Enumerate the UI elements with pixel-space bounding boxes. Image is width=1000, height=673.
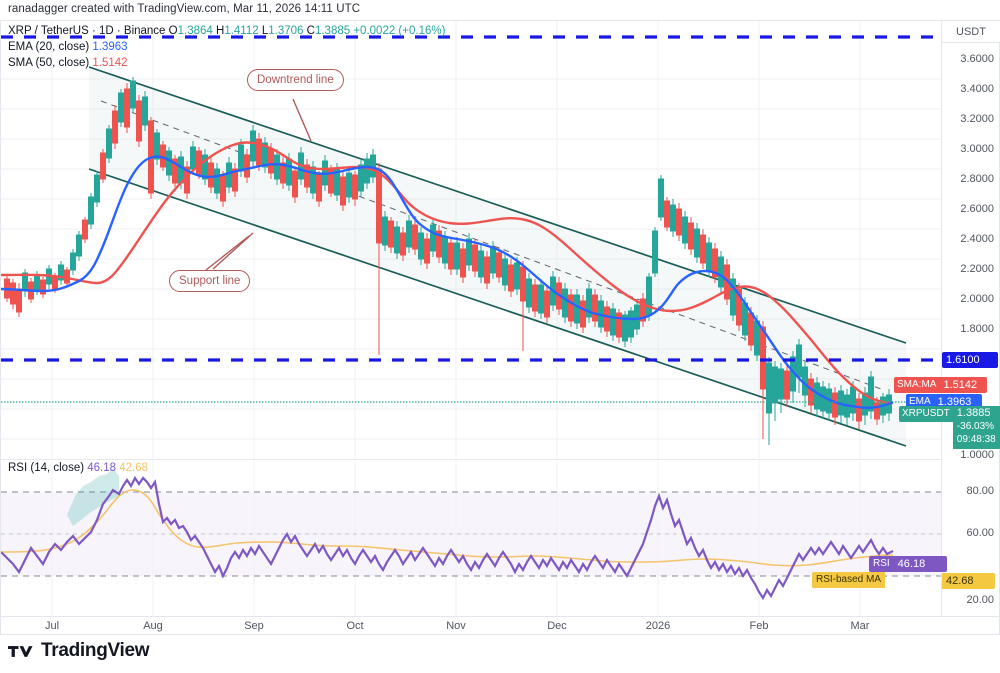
credit-text: ranadagger created with TradingView.com,…	[8, 3, 361, 15]
legend-change: +0.0022 (+0.16%)	[353, 25, 446, 37]
legend-ema-value: 1.3963	[92, 41, 128, 53]
tradingview-logo[interactable]: TradingView	[8, 640, 150, 662]
price-tick-1-8000: 1.8000	[960, 323, 994, 335]
time-label-oct: Oct	[346, 620, 364, 632]
price-axis-unit: USDT	[942, 21, 1000, 43]
chart-container: XRP / TetherUS · 1D · Binance O1.3864 H1…	[0, 20, 1000, 635]
legend-ema-name[interactable]: EMA (20, close)	[8, 41, 90, 53]
legend-sma-row: SMA (50, close) 1.5142	[8, 56, 445, 71]
price-tick-1-0000: 1.0000	[960, 449, 994, 461]
time-label-dec: Dec	[547, 620, 567, 632]
price-tick-1-2000: 1.2000	[960, 419, 994, 431]
rsi-legend-name[interactable]: RSI (14, close)	[8, 462, 85, 474]
ema-20-line	[1, 155, 894, 410]
time-axis[interactable]: Jul Aug Sep Oct Nov Dec 2026 Feb Mar	[1, 616, 999, 635]
price-axis[interactable]: USDT 3.6000 3.4000 3.2000 3.0000 2.8000 …	[941, 21, 1000, 461]
legend-open-label: O	[168, 25, 178, 37]
time-label-feb: Feb	[749, 620, 769, 632]
price-tick-3-6000: 3.6000	[960, 53, 994, 65]
rsi-divergence-fill	[67, 468, 119, 526]
rsi-legend: RSI (14, close) 46.18 42.68	[8, 462, 148, 474]
legend-open-value: 1.3864	[177, 25, 213, 37]
rsi-axis[interactable]: 80.00 60.00 20.00	[941, 459, 1000, 616]
sma-50-line	[1, 141, 894, 405]
rsi-chart-svg	[1, 460, 941, 617]
rsi-tick-80: 80.00	[966, 485, 994, 497]
price-chart-svg	[1, 21, 941, 458]
price-tick-3-0000: 3.0000	[960, 143, 994, 155]
price-tick-3-4000: 3.4000	[960, 83, 994, 95]
price-tick-2-6000: 2.6000	[960, 203, 994, 215]
downtrend-line-callout-text: Downtrend line	[257, 74, 334, 86]
rsi-line	[1, 475, 894, 601]
legend-high-label: H	[216, 25, 225, 37]
time-label-jul: Jul	[44, 620, 60, 632]
support-line-callout-text: Support line	[179, 275, 241, 287]
tradingview-logo-icon	[8, 645, 33, 657]
legend-sma-value: 1.5142	[92, 57, 128, 69]
time-label-aug: Aug	[143, 620, 163, 632]
price-pane[interactable]: XRP / TetherUS · 1D · Binance O1.3864 H1…	[1, 21, 941, 458]
price-tick-2-8000: 2.8000	[960, 173, 994, 185]
price-tick-2-0000: 2.0000	[960, 293, 994, 305]
legend-low-label: L	[261, 25, 269, 37]
time-label-nov: Nov	[446, 620, 466, 632]
legend-high-value: 1.4112	[224, 25, 259, 37]
downtrend-callout-leader	[292, 98, 312, 142]
rsi-pane[interactable]: RSI (14, close) 46.18 42.68	[1, 459, 941, 617]
price-tick-2-4000: 2.4000	[960, 233, 994, 245]
legend-sma-name[interactable]: SMA (50, close)	[8, 57, 90, 69]
legend-low-value: 1.3706	[268, 25, 304, 37]
rsi-vertical-gridlines	[51, 460, 861, 617]
support-line-callout[interactable]: Support line	[169, 270, 251, 292]
price-tick-2-2000: 2.2000	[960, 263, 994, 275]
rsi-legend-value: 46.18	[87, 462, 117, 474]
rsi-ma-line	[1, 489, 894, 567]
legend-close-value: 1.3885	[314, 25, 351, 37]
time-label-mar: Mar	[850, 620, 870, 632]
rsi-tick-60: 60.00	[966, 527, 994, 539]
time-label-2026: 2026	[645, 620, 671, 632]
downtrend-line-callout[interactable]: Downtrend line	[247, 69, 344, 91]
tradingview-logo-text: TradingView	[41, 640, 150, 661]
time-label-sep: Sep	[244, 620, 264, 632]
legend-symbol-row: XRP / TetherUS · 1D · Binance O1.3864 H1…	[8, 24, 445, 39]
legend-symbol[interactable]: XRP / TetherUS · 1D · Binance	[8, 25, 166, 37]
candlestick-series	[4, 77, 892, 445]
legend-close-label: C	[306, 25, 315, 37]
rsi-band-fill	[1, 492, 941, 576]
price-legend: XRP / TetherUS · 1D · Binance O1.3864 H1…	[8, 24, 445, 72]
legend-ema-row: EMA (20, close) 1.3963	[8, 40, 445, 55]
support-callout-leader-2	[205, 235, 250, 271]
price-tick-3-2000: 3.2000	[960, 113, 994, 125]
rsi-tick-20: 20.00	[966, 594, 994, 606]
rsi-legend-ma-value: 42.68	[119, 462, 149, 474]
